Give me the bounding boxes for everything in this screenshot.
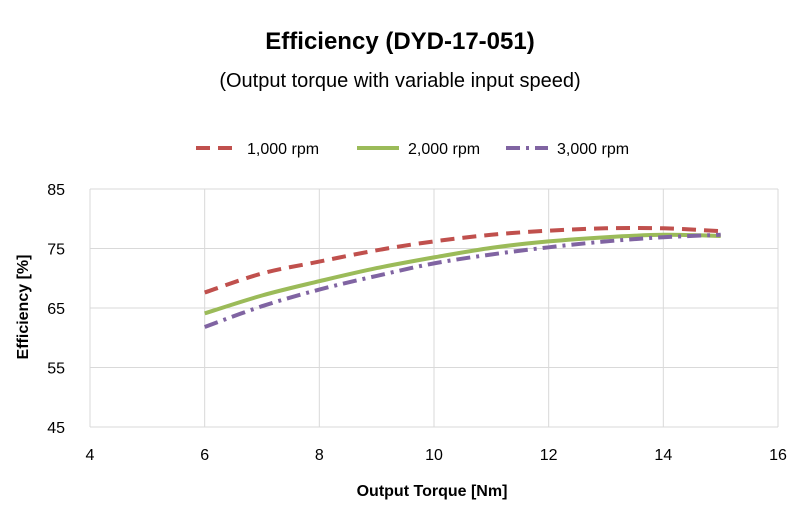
tick-labels: 4 6 8 10 12 14 16 45 55 65 75 85 <box>47 182 787 464</box>
x-axis-label: Output Torque [Nm] <box>357 483 508 500</box>
legend-label: 1,000 rpm <box>247 141 319 158</box>
legend: 1,000 rpm 2,000 rpm 3,000 rpm <box>196 141 629 158</box>
x-tick-label: 10 <box>425 447 443 464</box>
legend-label: 2,000 rpm <box>408 141 480 158</box>
y-tick-label: 65 <box>47 301 65 318</box>
grid <box>89 188 779 428</box>
legend-label: 3,000 rpm <box>557 141 629 158</box>
chart-subtitle: (Output torque with variable input speed… <box>219 70 581 92</box>
y-tick-label: 55 <box>47 361 65 378</box>
y-tick-label: 85 <box>47 182 65 199</box>
x-tick-label: 4 <box>86 447 95 464</box>
y-axis-label: Efficiency [%] <box>15 255 32 360</box>
series-line-3 <box>204 232 721 329</box>
x-tick-label: 8 <box>315 447 324 464</box>
series-line-2 <box>204 232 721 316</box>
chart-title: Efficiency (DYD-17-051) <box>265 28 535 55</box>
series-line-1 <box>204 225 721 295</box>
x-tick-label: 6 <box>200 447 209 464</box>
x-tick-label: 14 <box>654 447 672 464</box>
series-layer <box>204 225 721 329</box>
y-tick-label: 45 <box>47 420 65 437</box>
x-tick-label: 12 <box>540 447 558 464</box>
y-tick-label: 75 <box>47 242 65 259</box>
x-tick-label: 16 <box>769 447 787 464</box>
